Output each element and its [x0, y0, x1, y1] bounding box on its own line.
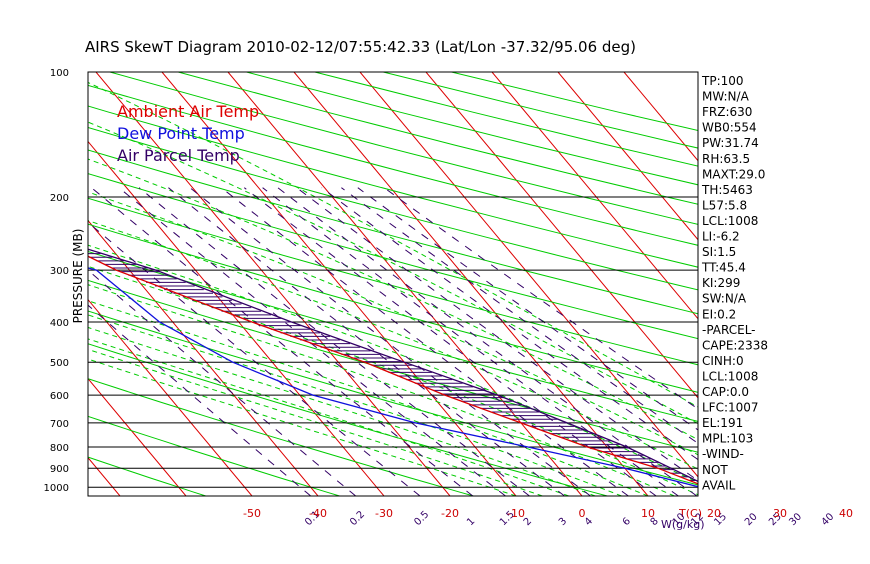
dry-adiabat-line: [247, 72, 870, 496]
mixing-ratio-label: 6: [621, 516, 633, 528]
legend-entry: Air Parcel Temp: [117, 146, 240, 165]
mixing-ratio-label: 0.2: [348, 509, 367, 528]
bottom-temp-tick-label: -20: [441, 507, 459, 520]
pressure-tick-label: 400: [50, 318, 69, 329]
pressure-tick-label: 500: [50, 358, 69, 369]
legend-entry: Ambient Air Temp: [117, 102, 259, 121]
pressure-tick-label: 1000: [44, 483, 69, 494]
chart-title: AIRS SkewT Diagram 2010-02-12/07:55:42.3…: [85, 38, 636, 56]
isotherm-line: [294, 72, 648, 496]
legend-entry: Dew Point Temp: [117, 124, 245, 143]
mixing-ratio-line: [263, 188, 679, 496]
mixing-ratio-label: 0.5: [412, 509, 431, 528]
index-label: L57:5.8: [702, 198, 747, 212]
isotherm-line: [492, 72, 846, 496]
index-label: LCL:1008: [702, 214, 758, 228]
index-label: AVAIL: [702, 478, 736, 492]
bottom-temp-tick-label: 40: [839, 507, 853, 520]
moist-adiabat-line: [0, 72, 648, 496]
moist-adiabat-line: [0, 72, 701, 496]
mixing-ratio-line: [0, 188, 311, 496]
index-label: -PARCEL-: [702, 323, 756, 337]
index-label: LCL:1008: [702, 369, 758, 383]
pressure-tick-label: 100: [50, 68, 69, 79]
bottom-temp-tick-label: -40: [309, 507, 327, 520]
index-label: KI:299: [702, 276, 740, 290]
mixing-ratio-label: 20: [743, 511, 760, 528]
index-label: MW:N/A: [702, 90, 750, 104]
index-label: MAXT:29.0: [702, 167, 765, 181]
dry-adiabat-line: [383, 72, 870, 496]
mixing-ratio-line: [297, 188, 720, 496]
index-label: LFC:1007: [702, 401, 759, 415]
bottom-temp-tick-label: 20: [707, 507, 721, 520]
pressure-tick-label: 200: [50, 193, 69, 204]
index-label: -WIND-: [702, 447, 744, 461]
index-label: TP:100: [701, 74, 744, 88]
bottom-temp-tick-label: -50: [243, 507, 261, 520]
mixing-ratio-line: [92, 188, 473, 496]
bottom-temp-tick-label: 30: [773, 507, 787, 520]
index-label: NOT: [702, 463, 728, 477]
index-label: FRZ:630: [702, 105, 752, 119]
bottom-temp-tick-label: -30: [375, 507, 393, 520]
y-axis-label: PRESSURE (MB): [71, 229, 85, 324]
index-label: CAP:0.0: [702, 385, 749, 399]
index-label: SI:1.5: [702, 245, 736, 259]
isotherm-line: [0, 72, 120, 496]
index-label: LI:-6.2: [702, 230, 740, 244]
mixing-ratio-line: [139, 188, 529, 496]
pressure-tick-label: 800: [50, 443, 69, 454]
mixing-ratio-line: [221, 188, 628, 496]
mixing-ratio-label: 3: [557, 516, 569, 528]
index-label: SW:N/A: [702, 292, 747, 306]
moist-adiabat-line: [0, 72, 727, 496]
index-label: CAPE:2338: [702, 338, 768, 352]
index-label: EL:191: [702, 416, 743, 430]
index-label: EI:0.2: [702, 307, 736, 321]
mixing-ratio-line: [119, 188, 506, 496]
index-label: RH:63.5: [702, 152, 750, 166]
mixing-ratio-label: 30: [787, 511, 804, 528]
mixing-ratio-line: [168, 188, 564, 496]
mixing-ratio-label: 1: [465, 516, 477, 528]
pressure-tick-label: 900: [50, 464, 69, 475]
bottom-temp-tick-label: 0: [579, 507, 586, 520]
mixing-ratio-label: 40: [820, 511, 837, 528]
index-label: PW:31.74: [702, 136, 759, 150]
index-label: CINH:0: [702, 354, 744, 368]
pressure-tick-label: 700: [50, 419, 69, 430]
moist-adiabat-line: [0, 89, 622, 496]
pressure-tick-label: 600: [50, 391, 69, 402]
index-label: TT:45.4: [701, 261, 746, 275]
bottom-temp-tick-label: 10: [641, 507, 655, 520]
dry-adiabat-line: [0, 72, 607, 496]
index-label: MPL:103: [702, 432, 753, 446]
isotherm-line: [228, 72, 582, 496]
index-label: WB0:554: [702, 121, 757, 135]
moist-adiabat-line: [0, 119, 569, 496]
mixing-ratio-line: [47, 188, 420, 496]
isotherm-line: [0, 72, 54, 496]
series-line-dew-point-temp: [0, 72, 708, 489]
pressure-tick-label: 300: [50, 266, 69, 277]
bottom-temp-tick-label: -10: [507, 507, 525, 520]
index-label: TH:5463: [701, 183, 753, 197]
dry-adiabat-line: [178, 72, 870, 496]
